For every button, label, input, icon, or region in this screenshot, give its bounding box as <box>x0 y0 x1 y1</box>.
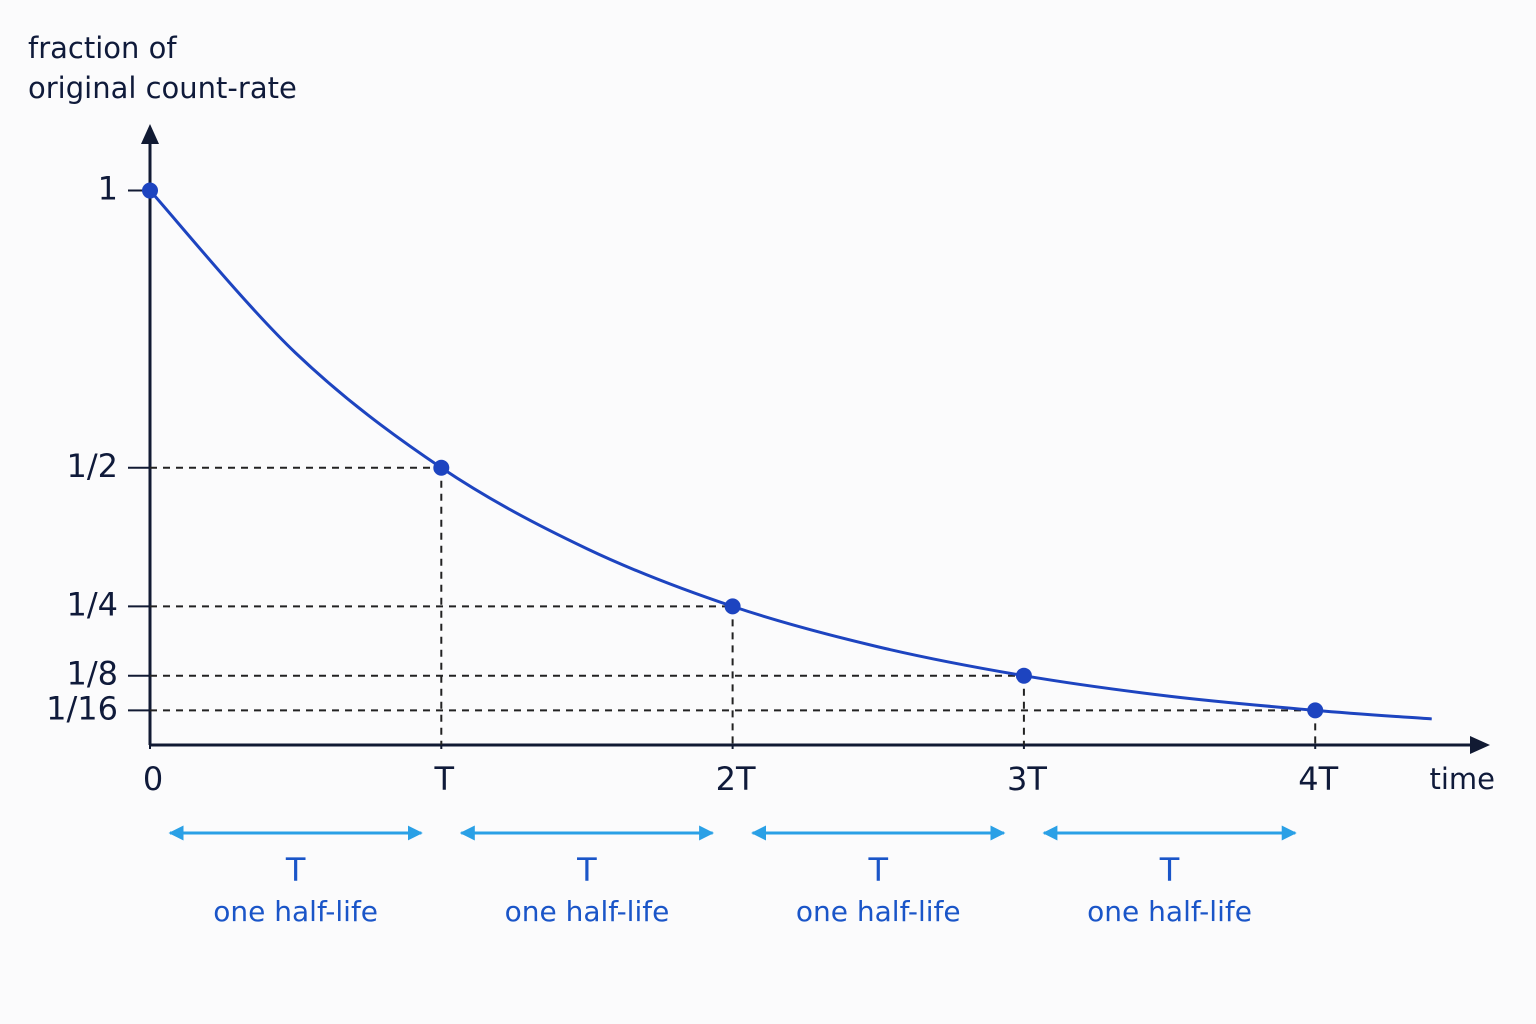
y-axis-title: fraction of <box>28 31 177 65</box>
half-life-point <box>1015 667 1032 684</box>
decay-curve <box>148 189 1432 721</box>
interval-sublabel: one half-life <box>213 895 378 928</box>
y-tick-label: 1/8 <box>67 655 119 693</box>
x-tick-label: 0 <box>143 760 163 798</box>
interval-label: T <box>285 851 306 889</box>
half-life-point <box>142 182 158 199</box>
interval-sublabel: one half-life <box>1087 895 1252 928</box>
y-tick-label: 1/2 <box>67 447 119 485</box>
half-life-point <box>724 598 741 615</box>
half-life-point <box>433 459 450 476</box>
interval-label: T <box>867 851 888 889</box>
x-tick-label: T <box>434 760 455 798</box>
x-tick-label: 3T <box>1007 760 1047 798</box>
interval-sublabel: one half-life <box>796 895 961 928</box>
interval-sublabel: one half-life <box>505 895 670 928</box>
x-tick-label: 4T <box>1298 760 1338 798</box>
half-life-point <box>1307 702 1324 719</box>
interval-label: T <box>1159 851 1180 889</box>
y-axis-arrow <box>141 124 159 144</box>
interval-label: T <box>576 851 597 889</box>
y-axis-title: original count-rate <box>28 71 297 105</box>
y-tick-label: 1 <box>98 170 118 208</box>
x-axis-arrow <box>1470 736 1490 754</box>
x-tick-label: 2T <box>716 760 756 798</box>
y-tick-label: 1/4 <box>67 585 119 623</box>
y-tick-label: 1/16 <box>46 689 118 727</box>
x-axis-title: time <box>1429 762 1495 796</box>
